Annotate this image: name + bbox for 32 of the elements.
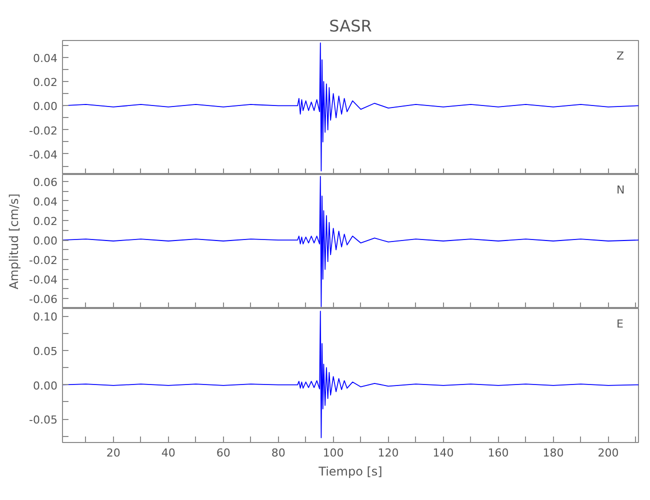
y-tick-label: 0.02 [33,214,58,228]
x-tick-label: 200 [598,446,619,460]
x-tick-label: 180 [542,446,564,460]
x-tick-label: 40 [161,446,176,460]
y-tick-label: -0.02 [29,124,58,138]
x-tick-label: 140 [432,446,454,460]
x-tick-label: 60 [216,446,230,460]
y-tick-label: -0.04 [29,274,58,287]
x-axis-title: Tiempo [s] [318,464,382,478]
annotation: Z [616,50,624,62]
x-tick-label: 20 [106,446,120,460]
y-tick-label: 0.06 [33,176,58,189]
y-tick-label: 0.10 [33,310,58,324]
y-tick-label: 0.00 [33,379,58,392]
annotation: N [616,184,625,196]
y-tick-label: 0.02 [33,76,58,90]
y-tick-label: 0.05 [33,344,58,358]
y-tick-label: 0.04 [33,52,58,65]
x-tick-label: 80 [271,446,286,460]
y-tick-label: 0.00 [33,100,58,114]
x-tick-label: 120 [378,446,399,460]
y-tick-label: 0.00 [33,234,58,248]
y-axis-title: Amplitud [cm/s] [7,194,22,290]
y-tick-label: -0.06 [29,293,58,306]
x-tick-label: 100 [322,446,344,460]
x-tick-label: 160 [488,446,509,460]
y-tick-label: -0.02 [29,254,58,268]
annotation: E [616,318,624,330]
y-tick-label: 0.04 [33,195,58,208]
y-tick-label: -0.05 [29,414,58,427]
y-tick-label: -0.04 [29,148,58,162]
chart-title: SASR [329,16,372,36]
